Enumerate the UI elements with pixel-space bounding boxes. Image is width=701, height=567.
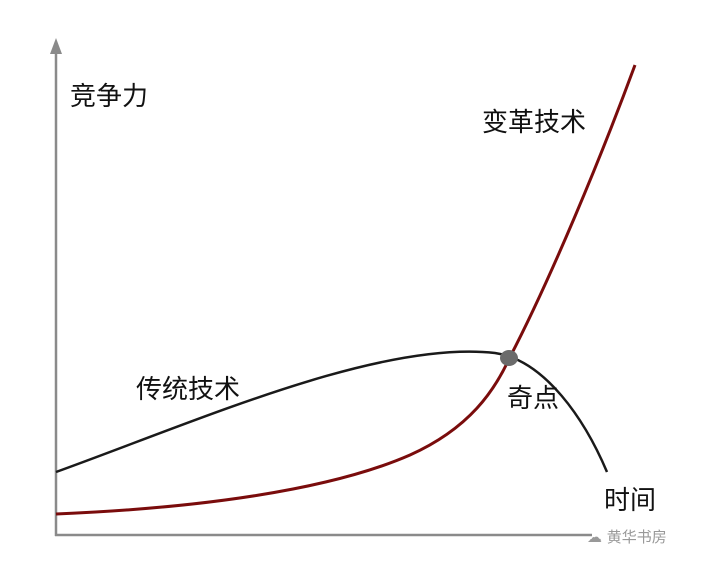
- disruptive-tech-label: 变革技术: [482, 108, 587, 138]
- y-axis-label: 竞争力: [70, 82, 149, 112]
- singularity-dot: [500, 350, 518, 366]
- x-axis-label: 时间: [604, 486, 657, 516]
- watermark: ☁ 黄华书房: [587, 528, 667, 546]
- y-axis-arrow-icon: [50, 38, 62, 54]
- wechat-icon: ☁: [587, 528, 607, 546]
- traditional-tech-curve: [55, 350, 609, 474]
- singularity-label: 奇点: [507, 384, 560, 414]
- traditional-tech-label: 传统技术: [136, 375, 241, 405]
- disruptive-tech-curve: [55, 64, 637, 516]
